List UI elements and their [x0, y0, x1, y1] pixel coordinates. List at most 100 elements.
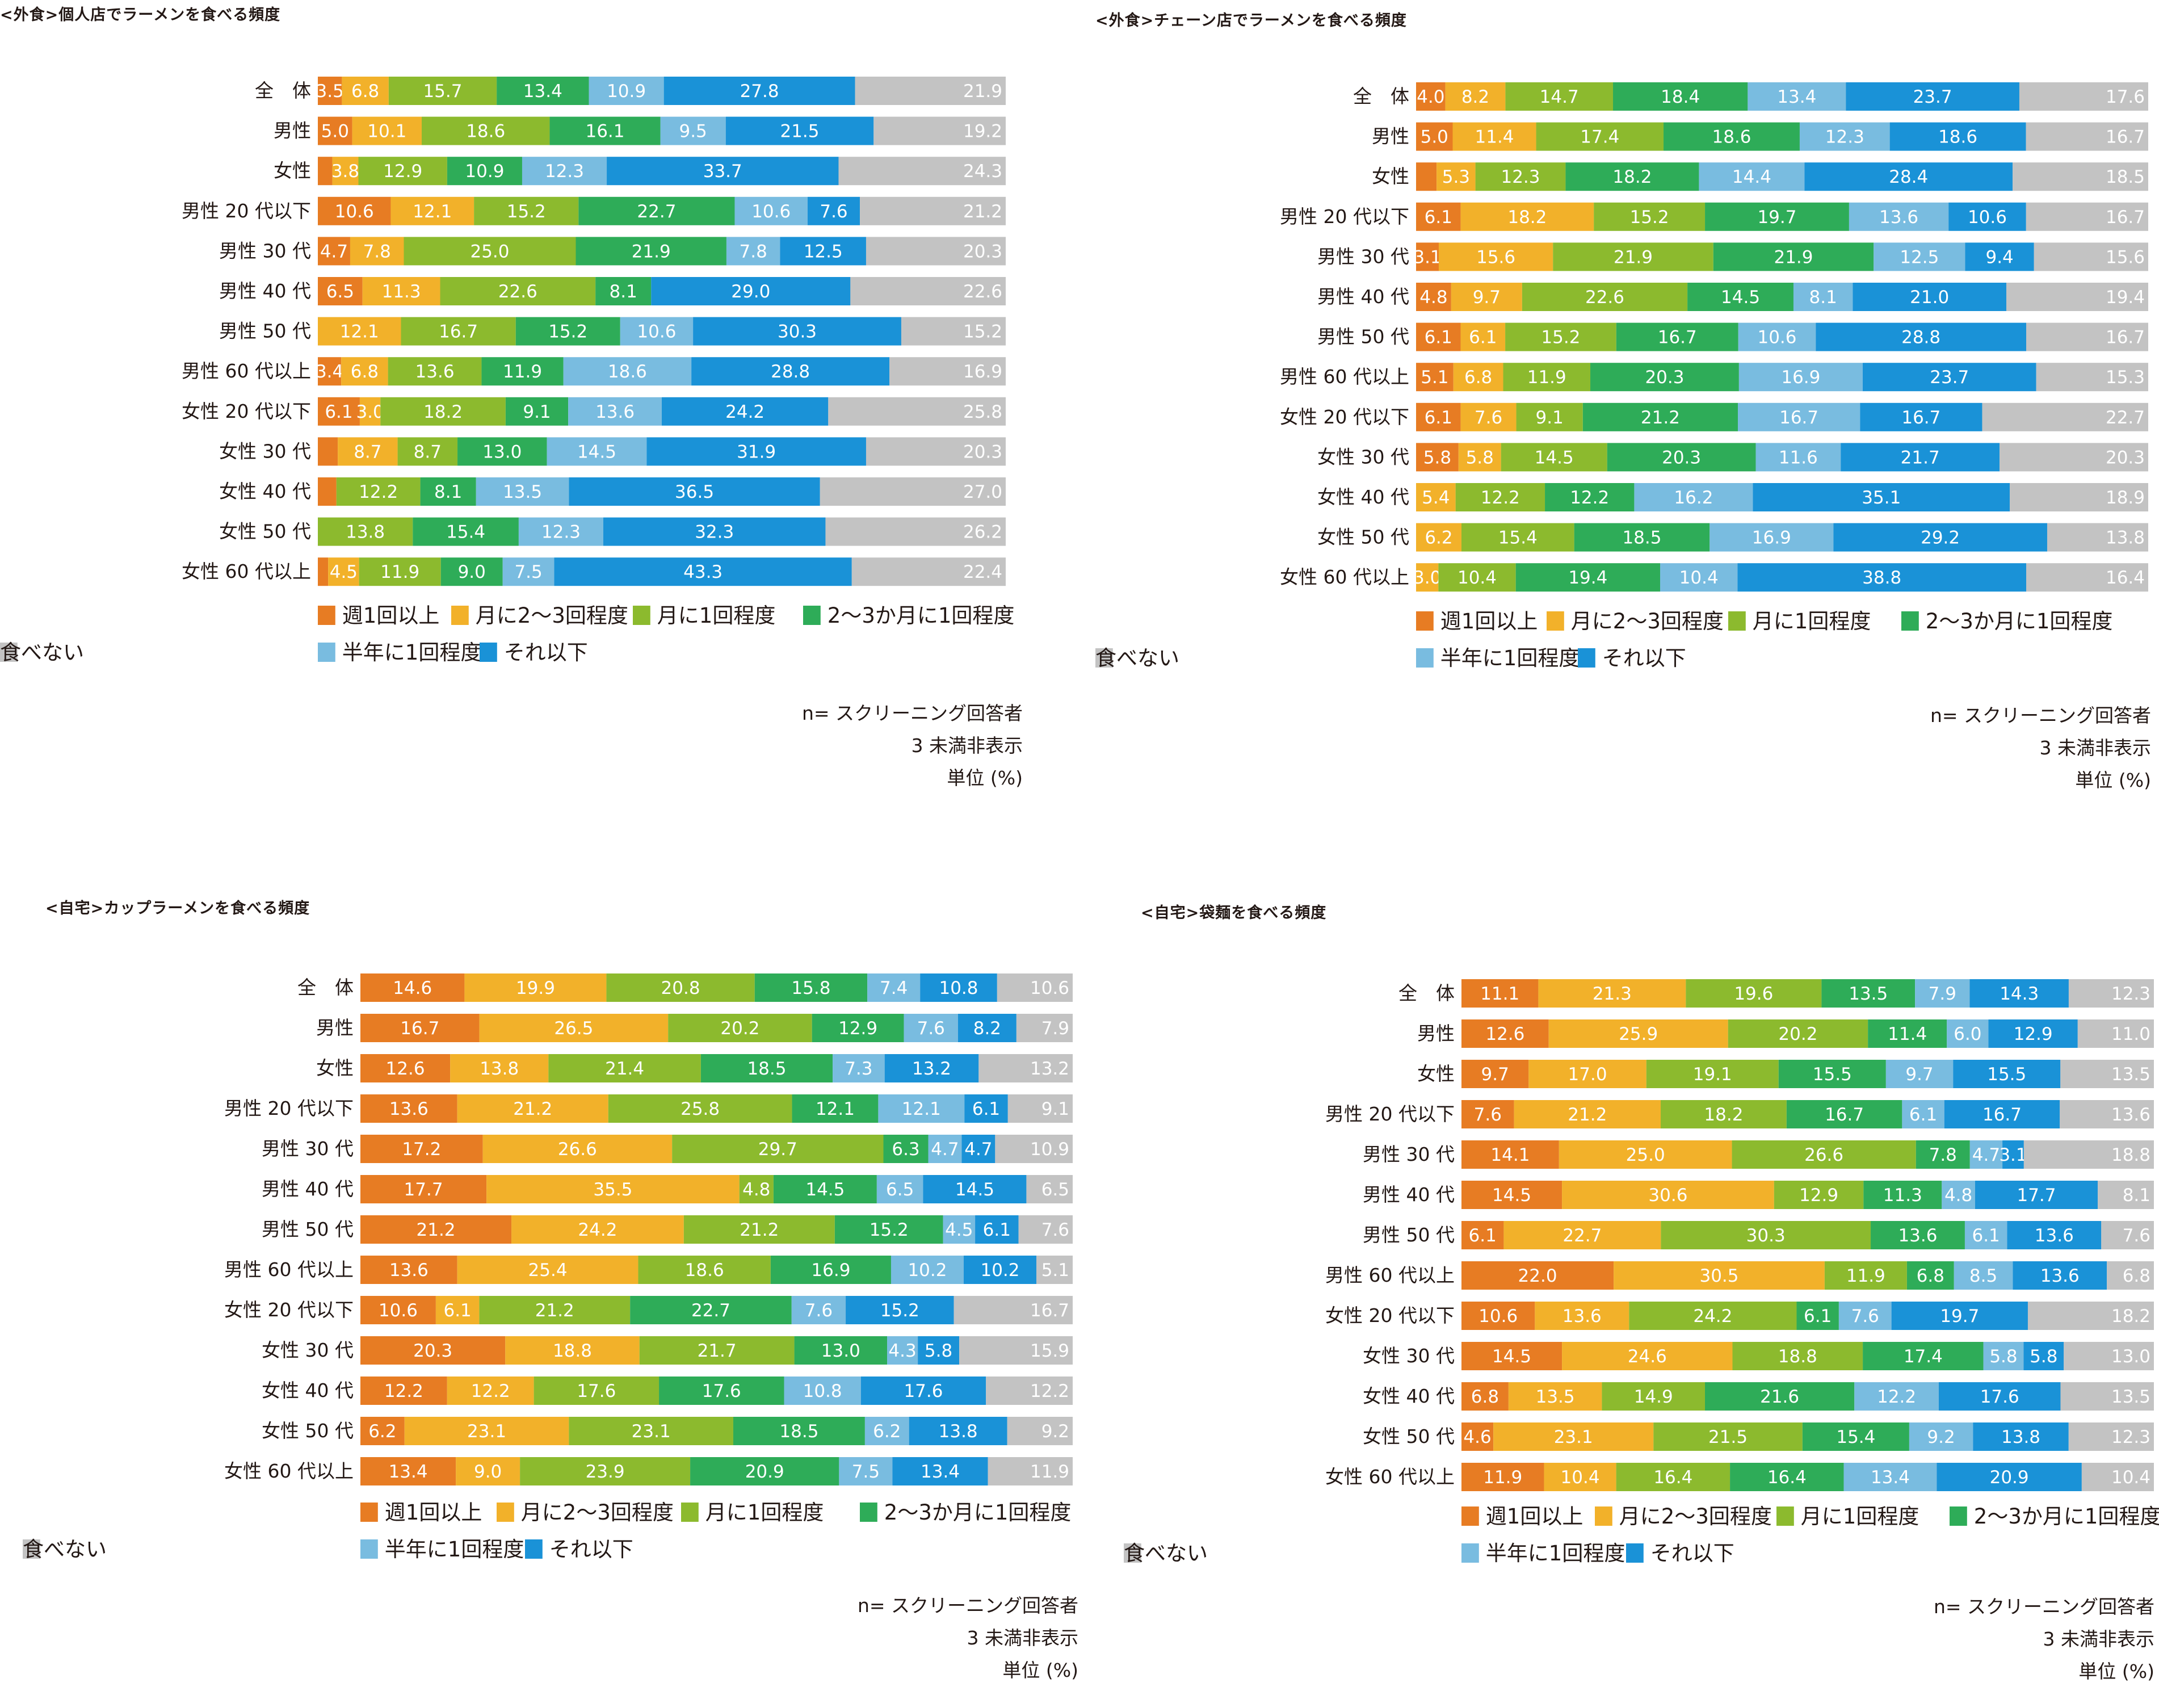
data-label: 14.5: [1492, 1185, 1531, 1206]
bar-segment-two_three_months: [457, 437, 547, 466]
bar-segment-less: [691, 357, 890, 386]
bar-segment-two_three_months: [690, 1457, 839, 1485]
chart-panel-home-cup-ramen: <自宅>カップラーメンを食べる頻度 全 体 14.6 19.9 20.8 15.8 7.4…: [23, 886, 1078, 1703]
bar-segment-less: [920, 973, 997, 1002]
data-label: 24.2: [578, 1220, 617, 1240]
data-label: 18.4: [1661, 87, 1700, 107]
bar-segment-weekly: [318, 277, 363, 305]
bar-segment-once_month: [638, 1256, 771, 1284]
data-label: 7.6: [1474, 1105, 1502, 1125]
legend-label: 2〜3か月に1回程度: [1926, 609, 2113, 633]
data-label: 21.9: [632, 241, 671, 262]
bar-segment-half_year: [518, 517, 603, 546]
bar-segment-two_three_months: [792, 1094, 879, 1123]
data-label: 38.8: [1862, 568, 1901, 588]
bar-segment-never: [2006, 283, 2148, 311]
bar-segment-weekly: [318, 237, 350, 266]
bar-segment-less: [651, 277, 851, 305]
data-label: 16.7: [1825, 1105, 1864, 1125]
data-label: 9.1: [1536, 408, 1564, 428]
bar-segment-never: [978, 1054, 1073, 1082]
bar-segment-twice_month: [1508, 1382, 1602, 1411]
bar-segment-two_three_months: [576, 237, 726, 266]
bar-segment-half_year: [1699, 162, 1805, 191]
data-label: 6.1: [325, 402, 352, 422]
data-label: 28.4: [1889, 167, 1928, 187]
legend-label: 週1回以上: [1486, 1504, 1583, 1529]
bar-segment-less: [1860, 402, 1982, 431]
bar-segment-less: [884, 1054, 979, 1082]
data-label: 15.3: [2106, 367, 2145, 388]
bar-segment-less: [975, 1215, 1019, 1244]
category-label: 女性 60 代以上: [1280, 566, 1409, 588]
bar-segment-once_month: [1536, 122, 1664, 151]
bar-segment-never: [954, 1296, 1073, 1324]
data-label: 18.2: [423, 402, 463, 422]
category-label: 女性 20 代以下: [1325, 1304, 1455, 1327]
data-label: 10.6: [379, 1300, 418, 1321]
data-label: 29.0: [731, 282, 770, 302]
data-label: 18.5: [2106, 167, 2145, 187]
category-label: 男性 30 代: [219, 240, 311, 262]
bar-segment-never: [838, 157, 1006, 186]
data-label: 9.0: [474, 1462, 502, 1482]
data-label: 6.1: [1469, 1226, 1497, 1246]
bar-row: 全 体 11.1 21.3 19.6 13.5 7.9 14.3 12.3: [1398, 979, 2154, 1008]
data-label: 12.1: [902, 1099, 941, 1119]
data-label: 18.5: [779, 1421, 818, 1442]
bar-segment-half_year: [1854, 1382, 1939, 1411]
data-label: 7.6: [1041, 1220, 1069, 1240]
bar-segment-two_three_months: [1582, 402, 1738, 431]
data-label: 21.2: [1568, 1105, 1607, 1125]
bar-segment-once_month: [548, 1054, 701, 1082]
data-label: 5.8: [925, 1341, 952, 1361]
data-label: 6.3: [892, 1139, 919, 1160]
data-label: 10.6: [1030, 978, 1069, 998]
data-label: 5.1: [1421, 367, 1448, 388]
data-label: 3.0: [1413, 568, 1441, 588]
bar-segment-never: [2019, 82, 2148, 111]
data-label: 7.6: [917, 1018, 945, 1039]
bar-segment-twice_month: [1445, 82, 1506, 111]
bar-segment-less: [1953, 1060, 2061, 1088]
data-label: 10.2: [980, 1260, 1019, 1281]
legend-label: 月に1回程度: [705, 1500, 824, 1525]
bar-segment-half_year: [563, 357, 692, 386]
data-label: 9.2: [1927, 1427, 1955, 1447]
bar-segment-never: [2047, 523, 2148, 552]
data-label: 18.2: [1704, 1105, 1743, 1125]
legend-label: それ以下: [1650, 1541, 1734, 1566]
bar-segment-twice_month: [1460, 402, 1517, 431]
bar-row: 男性 50 代 6.1 22.7 30.3 13.6 6.1 13.6 7.6: [1363, 1221, 2154, 1249]
bar-row: 女性 40 代 12.2 8.1 13.5 36.5 27.0: [219, 477, 1006, 506]
bar-row: 男性 50 代 12.1 16.7 15.2 10.6 30.3 15.2: [219, 317, 1006, 346]
data-label: 20.9: [1990, 1467, 2029, 1488]
data-label: 11.3: [1883, 1185, 1922, 1206]
bar-segment-less: [1975, 1181, 2098, 1209]
legend-swatch-never: [1095, 648, 1113, 668]
category-label: 女性 20 代以下: [224, 1299, 354, 1321]
data-label: 6.1: [443, 1300, 471, 1321]
bar-segment-half_year: [1738, 322, 1816, 351]
data-label: 19.4: [2106, 287, 2145, 308]
data-label: 10.9: [607, 81, 646, 102]
bar-segment-weekly: [1416, 363, 1454, 392]
data-label: 22.6: [963, 282, 1002, 302]
category-label: 男性 30 代: [1317, 245, 1409, 267]
bar-row: 男性 30 代 17.2 26.6 29.7 6.3 4.7 4.7 10.9: [262, 1135, 1073, 1163]
data-label: 23.1: [467, 1421, 506, 1442]
data-label: 6.1: [1972, 1226, 2000, 1246]
data-label: 26.6: [1804, 1145, 1843, 1165]
data-label: 7.6: [1851, 1306, 1879, 1327]
bar-segment-twice_month: [1460, 202, 1594, 231]
data-label: 21.7: [1901, 447, 1940, 468]
data-label: 20.8: [661, 978, 700, 998]
data-label: 18.6: [685, 1260, 724, 1281]
bar-segment-twice_month: [1453, 363, 1503, 392]
sample-note: n= スクリーニング回答者: [1933, 1596, 2154, 1618]
data-label: 9.0: [458, 562, 486, 582]
category-label: 男性 60 代以上: [224, 1258, 354, 1281]
bar-segment-once_month: [1475, 162, 1566, 191]
bar-segment-half_year: [1799, 122, 1890, 151]
bar-segment-half_year: [864, 1417, 909, 1445]
